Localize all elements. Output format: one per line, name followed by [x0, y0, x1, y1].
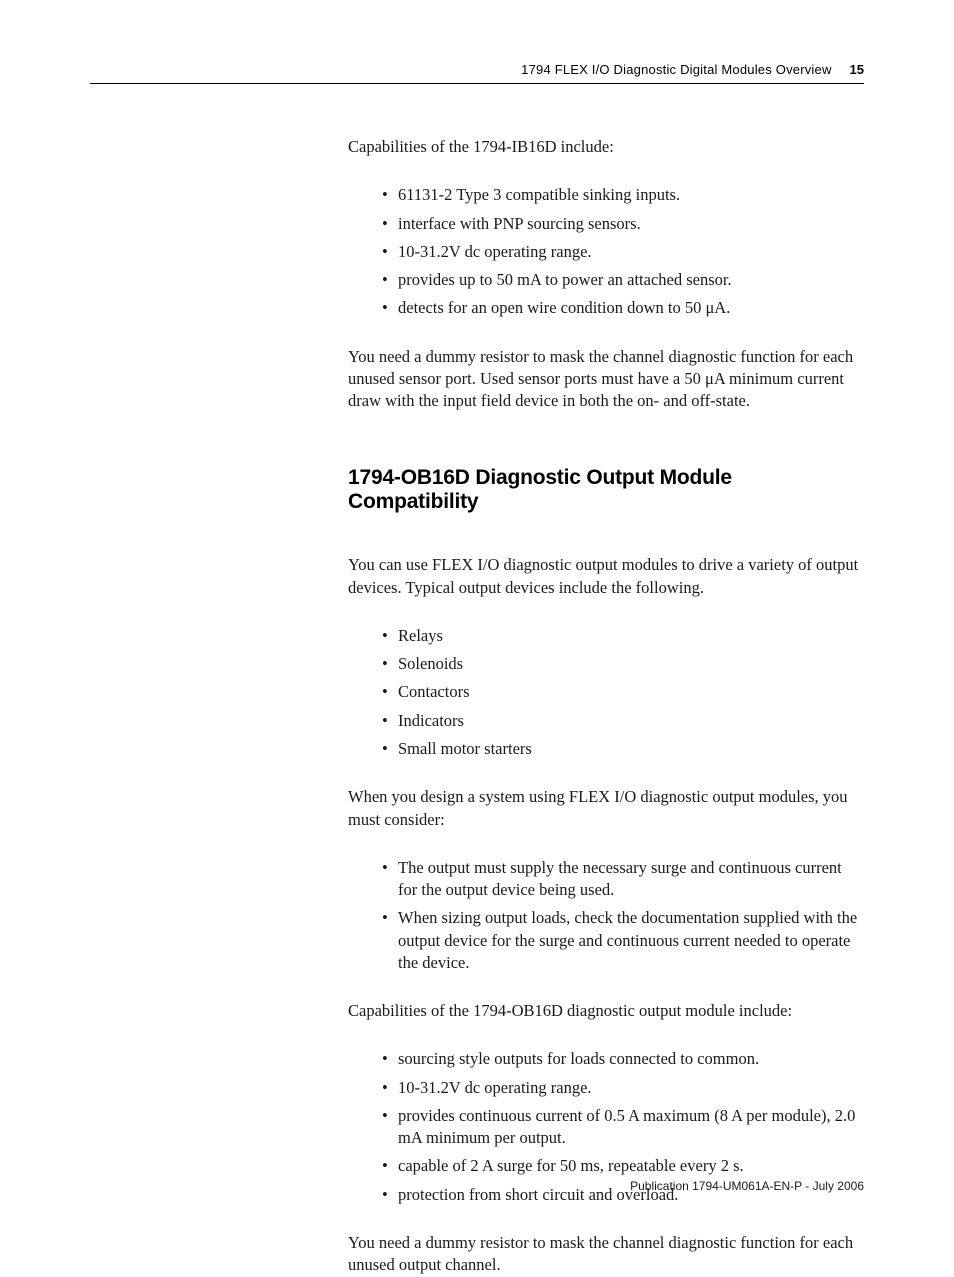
list-item: 10-31.2V dc operating range. [382, 241, 864, 263]
list-item: The output must supply the necessary sur… [382, 857, 864, 902]
list-item: Solenoids [382, 653, 864, 675]
list-item: 61131-2 Type 3 compatible sinking inputs… [382, 184, 864, 206]
list-item: Small motor starters [382, 738, 864, 760]
header-title: 1794 FLEX I/O Diagnostic Digital Modules… [521, 62, 831, 77]
list-item: interface with PNP sourcing sensors. [382, 213, 864, 235]
output-intro: You can use FLEX I/O diagnostic output m… [348, 554, 864, 599]
page-footer: Publication 1794-UM061A-EN-P - July 2006 [630, 1179, 864, 1193]
list-item: Indicators [382, 710, 864, 732]
page-header: 1794 FLEX I/O Diagnostic Digital Modules… [90, 62, 864, 84]
list-item: sourcing style outputs for loads connect… [382, 1048, 864, 1070]
capabilities-ob16d-intro: Capabilities of the 1794-OB16D diagnosti… [348, 1000, 864, 1022]
header-page-number: 15 [850, 62, 864, 77]
page-container: 1794 FLEX I/O Diagnostic Digital Modules… [0, 0, 954, 1277]
design-consider-list: The output must supply the necessary sur… [382, 857, 864, 974]
list-item: detects for an open wire condition down … [382, 297, 864, 319]
list-item: provides up to 50 mA to power an attache… [382, 269, 864, 291]
capabilities-intro: Capabilities of the 1794-IB16D include: [348, 136, 864, 158]
list-item: 10-31.2V dc operating range. [382, 1077, 864, 1099]
list-item: Contactors [382, 681, 864, 703]
list-item: When sizing output loads, check the docu… [382, 907, 864, 974]
list-item: capable of 2 A surge for 50 ms, repeatab… [382, 1155, 864, 1177]
dummy-resistor-note-2: You need a dummy resistor to mask the ch… [348, 1232, 864, 1277]
dummy-resistor-note-1: You need a dummy resistor to mask the ch… [348, 346, 864, 413]
output-devices-list: Relays Solenoids Contactors Indicators S… [382, 625, 864, 760]
capabilities-list-ib16d: 61131-2 Type 3 compatible sinking inputs… [382, 184, 864, 319]
list-item: provides continuous current of 0.5 A max… [382, 1105, 864, 1150]
content-column: Capabilities of the 1794-IB16D include: … [348, 136, 864, 1277]
design-consider-intro: When you design a system using FLEX I/O … [348, 786, 864, 831]
list-item: Relays [382, 625, 864, 647]
section-heading-ob16d: 1794-OB16D Diagnostic Output Module Comp… [348, 466, 864, 514]
